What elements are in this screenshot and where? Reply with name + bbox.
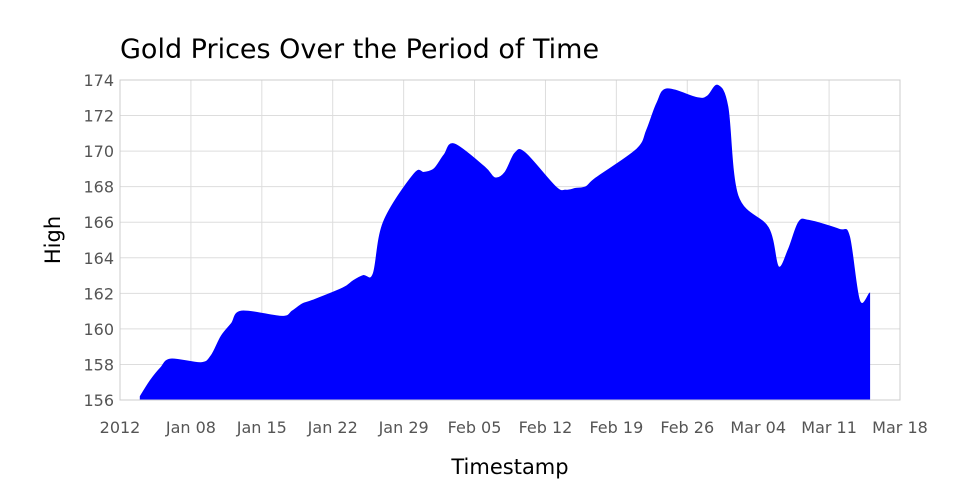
y-tick-label: 158	[83, 355, 114, 374]
series-area	[139, 84, 871, 401]
y-tick-label: 172	[83, 107, 114, 126]
x-axis-label: Timestamp	[450, 455, 568, 479]
high-price-area	[139, 84, 871, 401]
x-tick-label: Feb 05	[448, 418, 502, 437]
x-tick-label: Mar 11	[801, 418, 857, 437]
x-tick-label: 2012	[100, 418, 141, 437]
x-tick-label: Jan 08	[165, 418, 216, 437]
x-tick-label: Feb 26	[660, 418, 714, 437]
y-tick-label: 166	[83, 213, 114, 232]
chart-title: Gold Prices Over the Period of Time	[120, 34, 599, 65]
y-tick-label: 160	[83, 320, 114, 339]
y-axis-label: High	[41, 216, 65, 264]
y-tick-label: 170	[83, 142, 114, 161]
x-tick-label: Feb 19	[589, 418, 643, 437]
x-tick-label: Feb 12	[519, 418, 573, 437]
x-tick-labels: 2012 Jan 08 Jan 15 Jan 22 Jan 29 Feb 05 Feb 12…	[100, 418, 928, 437]
y-tick-label: 162	[83, 284, 114, 303]
y-tick-label: 164	[83, 249, 114, 268]
x-tick-label: Jan 29	[378, 418, 429, 437]
x-tick-label: Jan 22	[307, 418, 358, 437]
y-tick-label: 174	[83, 71, 114, 90]
x-tick-label: Mar 04	[730, 418, 786, 437]
x-tick-label: Mar 18	[872, 418, 928, 437]
plot-frame	[119, 79, 901, 401]
y-tick-label: 156	[83, 391, 114, 410]
y-tick-label: 168	[83, 178, 114, 197]
x-tick-label: Jan 15	[236, 418, 287, 437]
y-tick-labels: 156 158 160 162 164 166 168 170 172 174	[83, 71, 114, 410]
